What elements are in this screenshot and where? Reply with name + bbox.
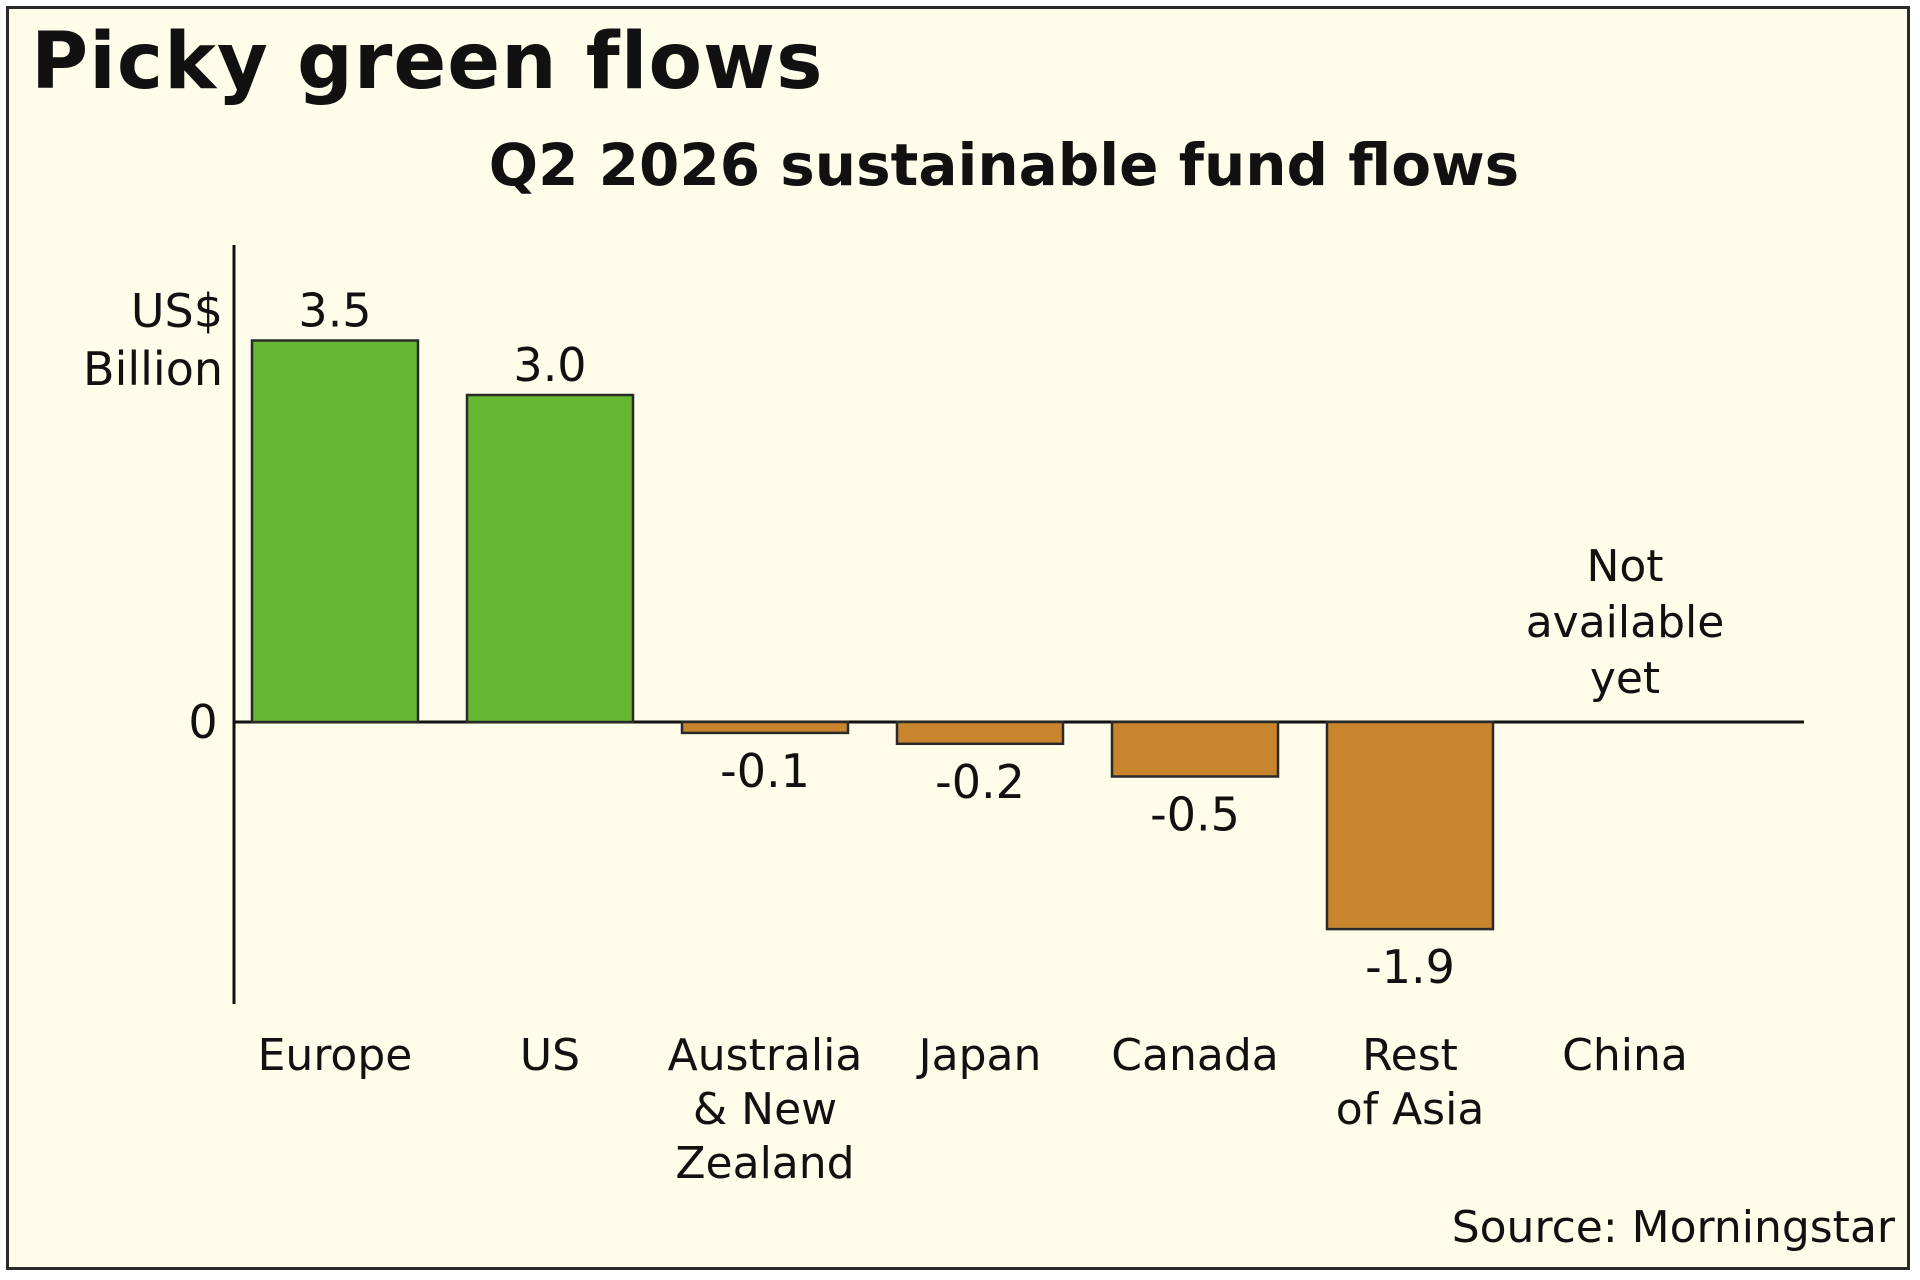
value-label: -0.2: [935, 755, 1025, 809]
bar: [895, 720, 1065, 746]
value-label: -1.9: [1365, 940, 1455, 994]
value-label: 3.5: [298, 284, 371, 338]
bar: [250, 339, 420, 724]
bar: [680, 720, 850, 735]
category-label: US: [520, 1030, 580, 1081]
bar: [1110, 720, 1280, 778]
category-label: Europe: [258, 1030, 413, 1081]
zero-tick-label: 0: [188, 695, 217, 749]
source-note: Source: Morningstar: [1451, 1202, 1895, 1253]
category-label: Australia: [668, 1030, 863, 1081]
annotation-label: available: [1526, 597, 1725, 648]
category-label: of Asia: [1336, 1084, 1485, 1135]
category-label: Zealand: [675, 1138, 854, 1189]
bar-chart: US$Billion 0 3.5 Europe 3.0 US -0.1 Australia& …: [83, 245, 1804, 1189]
value-label: -0.1: [720, 744, 810, 798]
bar: [1325, 720, 1495, 931]
bar: [465, 393, 635, 724]
category-label: China: [1562, 1030, 1688, 1081]
value-label: 3.0: [513, 338, 586, 392]
category-label: & New: [693, 1084, 837, 1135]
category-label: Rest: [1362, 1030, 1458, 1081]
chart-title: Picky green flows: [31, 17, 824, 107]
annotation-label: yet: [1590, 653, 1660, 704]
category-label: Canada: [1111, 1030, 1278, 1081]
value-label: -0.5: [1150, 788, 1240, 842]
chart-card: Picky green flows Q2 2026 sustainable fu…: [6, 6, 1910, 1270]
category-label: Japan: [916, 1030, 1042, 1081]
chart-subtitle: Q2 2026 sustainable fund flows: [488, 131, 1520, 199]
y-axis-unit-label: Billion: [83, 342, 223, 396]
annotation-label: Not: [1586, 541, 1663, 592]
y-axis-unit-label: US$: [131, 284, 223, 338]
